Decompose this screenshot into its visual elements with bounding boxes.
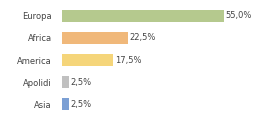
Text: 22,5%: 22,5%: [130, 33, 156, 42]
Bar: [62, 32, 128, 44]
Text: 17,5%: 17,5%: [115, 55, 141, 65]
Text: 2,5%: 2,5%: [71, 100, 92, 109]
Bar: [62, 10, 224, 22]
Text: 55,0%: 55,0%: [226, 11, 252, 20]
Text: 2,5%: 2,5%: [71, 78, 92, 87]
Bar: [62, 98, 69, 110]
Bar: [62, 54, 113, 66]
Bar: [62, 76, 69, 88]
